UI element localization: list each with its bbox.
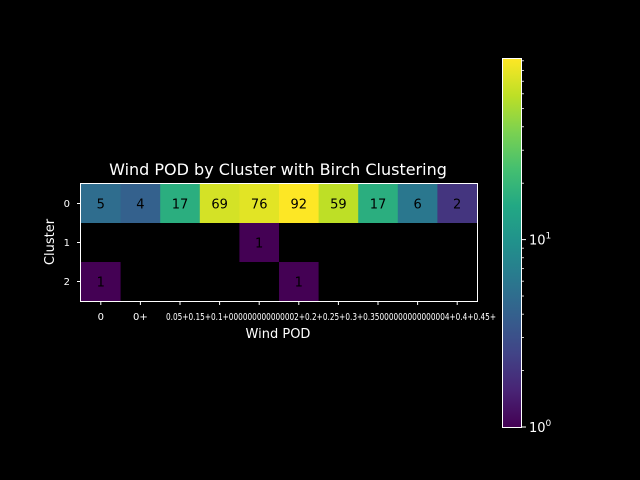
- colorbar: [502, 58, 522, 428]
- x-tick-label: 0+: [133, 312, 148, 323]
- cell-value-label: 59: [330, 198, 347, 213]
- heatmap-cell: [437, 184, 478, 224]
- cell-value-label: 17: [370, 198, 387, 213]
- cell-value-label: 5: [97, 198, 105, 213]
- cell-value-label: 1: [255, 237, 263, 252]
- cell-value-label: 1: [97, 276, 105, 291]
- heatmap-cell: [81, 184, 122, 224]
- heatmap-cell: [239, 223, 280, 263]
- colorbar-frame: [502, 58, 522, 428]
- cell-value-label: 6: [413, 198, 421, 213]
- heatmap-cell: [199, 223, 240, 263]
- heatmap-cell: [437, 223, 478, 263]
- y-axis-ticks: 0 1 2: [64, 199, 81, 288]
- heatmap-cell: [239, 184, 280, 224]
- heatmap-cell: [81, 262, 122, 302]
- x-tick-label: 0: [98, 312, 104, 323]
- heatmap-cell: [318, 262, 359, 302]
- cell-value-label: 92: [291, 198, 308, 213]
- y-axis-label: Cluster: [43, 218, 58, 265]
- cell-value-label: 17: [172, 198, 189, 213]
- heatmap-cell: [120, 262, 161, 302]
- heatmap-cells: [81, 184, 478, 302]
- cell-value-label: 69: [211, 198, 228, 213]
- cell-value-label: 2: [453, 198, 461, 213]
- heatmap-cell: [279, 262, 320, 302]
- heatmap-cell-labels: 5 4 17 69 76 92 59 17 6 2 1 1 1: [97, 198, 462, 291]
- x-axis-label: Wind POD: [246, 327, 311, 342]
- heatmap-cell: [318, 223, 359, 263]
- x-axis-ticks: 0 0+ 0.05+0.15+0.1+000000000000002+0.2+0.2…: [98, 301, 496, 323]
- heatmap-cell: [318, 184, 359, 224]
- heatmap-cell: [199, 262, 240, 302]
- colorbar-ticks: 100 101: [521, 60, 552, 436]
- x-tick-label: 0.05+0.15+0.1+000000000000002+0.2+0.25+0…: [166, 312, 496, 323]
- colorbar-tick-label: 100: [529, 419, 552, 436]
- y-tick-label: 1: [64, 238, 70, 249]
- chart-title: Wind POD by Cluster with Birch Clusterin…: [109, 160, 447, 179]
- heatmap-cell: [239, 262, 280, 302]
- heatmap-cell: [397, 262, 438, 302]
- heatmap-cell: [358, 223, 399, 263]
- cell-value-label: 76: [251, 198, 268, 213]
- heatmap-cell: [358, 184, 399, 224]
- cell-value-label: 4: [136, 198, 144, 213]
- colorbar-gradient: [503, 59, 521, 427]
- heatmap-cell: [358, 262, 399, 302]
- heatmap-cell: [199, 184, 240, 224]
- heatmap-cell: [81, 223, 122, 263]
- heatmap-cell: [160, 223, 201, 263]
- heatmap-cell: [437, 262, 478, 302]
- heatmap-cell: [397, 223, 438, 263]
- colorbar-tick-label: 101: [529, 232, 551, 249]
- heatmap-cell: [279, 184, 320, 224]
- heatmap-cell: [120, 184, 161, 224]
- cell-value-label: 1: [295, 276, 303, 291]
- heatmap-cell: [120, 223, 161, 263]
- heatmap-cell: [279, 223, 320, 263]
- heatmap-cell: [397, 184, 438, 224]
- heatmap-cell: [160, 262, 201, 302]
- y-tick-label: 0: [64, 199, 70, 210]
- heatmap-cell: [160, 184, 201, 224]
- y-tick-label: 2: [64, 277, 70, 288]
